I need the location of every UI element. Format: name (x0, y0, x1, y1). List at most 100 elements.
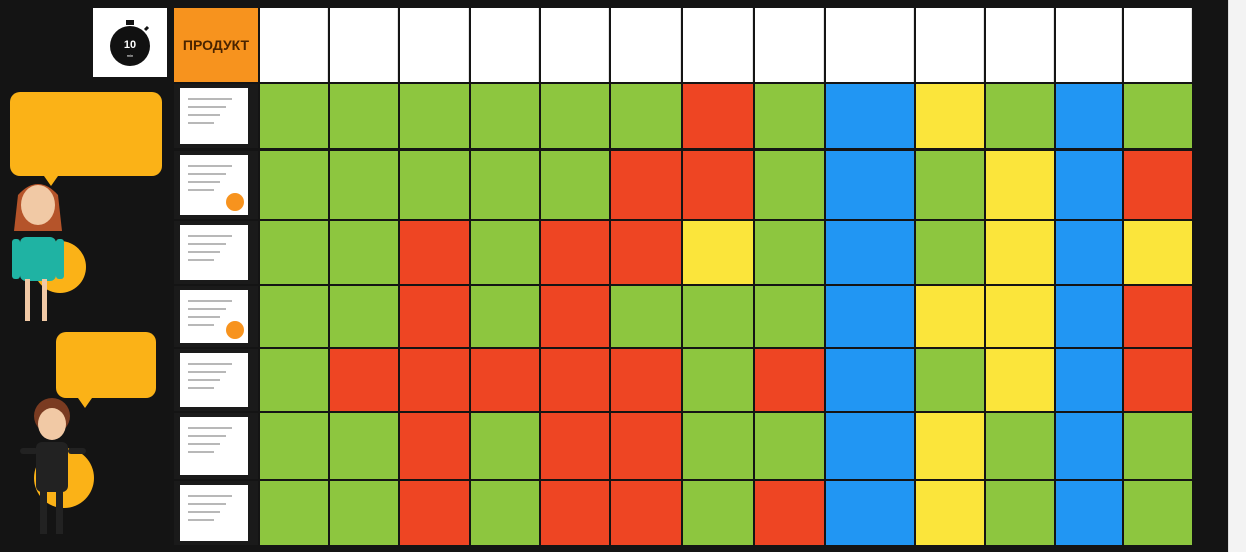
rating-cell (1056, 481, 1122, 545)
product-thumbnail[interactable] (180, 225, 248, 280)
thumbnail-text-line (188, 106, 226, 108)
rating-cell (683, 481, 753, 545)
thumbnail-text-line (188, 173, 226, 175)
rating-cell (755, 349, 824, 411)
rating-cell (471, 84, 539, 148)
rating-cell (986, 413, 1054, 479)
product-thumbnail[interactable] (180, 417, 248, 475)
column-header-8 (755, 8, 824, 82)
stopwatch-icon: 10 min (110, 19, 150, 66)
rating-cell (471, 481, 539, 545)
rating-cell (541, 151, 609, 219)
rating-cell (916, 481, 984, 545)
vertical-scrollbar[interactable] (1228, 0, 1246, 552)
rating-cell (260, 349, 328, 411)
thumbnail-text-line (188, 427, 232, 429)
speech-bubble-bottom (56, 332, 156, 408)
rating-cell (755, 84, 824, 148)
rating-cell (986, 286, 1054, 347)
rating-cell (260, 286, 328, 347)
badge-icon (226, 321, 244, 339)
rating-cell (330, 84, 398, 148)
rating-cell (471, 349, 539, 411)
rating-cell (755, 481, 824, 545)
badge-icon (226, 193, 244, 211)
thumbnail-text-line (188, 165, 232, 167)
thumbnail-text-line (188, 511, 220, 513)
rating-cell (755, 413, 824, 479)
rating-cell (330, 221, 398, 284)
rating-cell (400, 221, 469, 284)
rating-cell (260, 151, 328, 219)
product-thumbnail[interactable] (180, 155, 248, 215)
logo-number: 10 (124, 39, 136, 51)
rating-cell (916, 349, 984, 411)
rating-cell (330, 413, 398, 479)
rating-cell (986, 84, 1054, 148)
column-header-13 (1124, 8, 1192, 82)
rating-cell (826, 286, 914, 347)
rating-cell (1124, 151, 1192, 219)
rating-cell (683, 84, 753, 148)
thumbnail-text-line (188, 243, 226, 245)
thumbnail-text-line (188, 114, 220, 116)
column-header-12 (1056, 8, 1122, 82)
rating-cell (541, 481, 609, 545)
rating-cell (826, 151, 914, 219)
product-thumbnail[interactable] (180, 353, 248, 407)
rating-cell (260, 221, 328, 284)
rating-cell (683, 413, 753, 479)
product-thumbnail-cell (174, 413, 258, 479)
thumbnail-text-line (188, 308, 226, 310)
column-header-4 (471, 8, 539, 82)
column-header-9 (826, 8, 914, 82)
rating-cell (611, 413, 681, 479)
thumbnail-text-line (188, 98, 232, 100)
product-header: ПРОДУКТ (174, 8, 258, 82)
rating-cell (683, 286, 753, 347)
rating-cell (826, 413, 914, 479)
product-thumbnail[interactable] (180, 485, 248, 541)
rating-cell (400, 286, 469, 347)
rating-cell (826, 221, 914, 284)
thumbnail-text-line (188, 451, 214, 453)
svg-text:min: min (127, 53, 133, 58)
rating-cell (916, 413, 984, 479)
thumbnail-text-line (188, 251, 220, 253)
rating-cell (1056, 349, 1122, 411)
thumbnail-text-line (188, 316, 220, 318)
rating-cell (1056, 151, 1122, 219)
rating-cell (611, 481, 681, 545)
rating-cell (986, 481, 1054, 545)
column-header-7 (683, 8, 753, 82)
rating-cell (260, 84, 328, 148)
thumbnail-text-line (188, 503, 226, 505)
thumbnail-text-line (188, 189, 214, 191)
product-thumbnail-cell (174, 349, 258, 411)
rating-cell (400, 84, 469, 148)
rating-cell (916, 84, 984, 148)
thumbnail-text-line (188, 181, 220, 183)
rating-cell (541, 221, 609, 284)
rating-cell (683, 349, 753, 411)
rating-cell (541, 84, 609, 148)
product-thumbnail-cell (174, 84, 258, 148)
rating-cell (541, 349, 609, 411)
rating-cell (916, 151, 984, 219)
product-thumbnail[interactable] (180, 88, 248, 144)
rating-cell (1124, 286, 1192, 347)
speech-bubble-top (10, 92, 162, 186)
product-thumbnail[interactable] (180, 290, 248, 343)
rating-cell (826, 84, 914, 148)
product-thumbnail-cell (174, 481, 258, 545)
product-thumbnail-cell (174, 286, 258, 347)
rating-cell (611, 84, 681, 148)
rating-cell (826, 481, 914, 545)
rating-cell (916, 221, 984, 284)
rating-cell (916, 286, 984, 347)
rating-cell (330, 481, 398, 545)
rating-cell (541, 286, 609, 347)
column-header-3 (400, 8, 469, 82)
thumbnail-text-line (188, 519, 214, 521)
